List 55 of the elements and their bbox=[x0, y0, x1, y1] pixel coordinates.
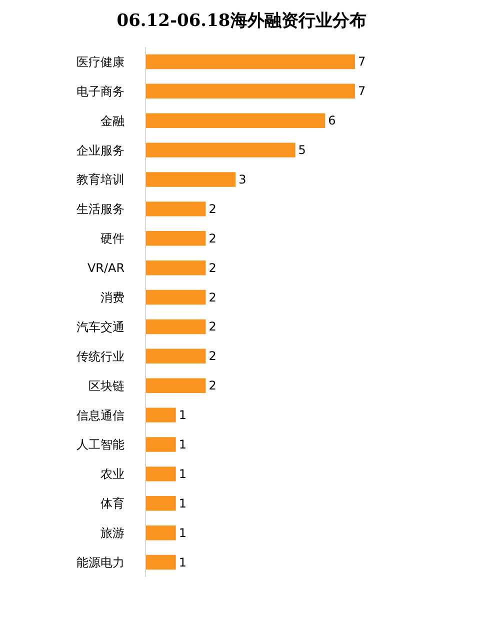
bar bbox=[146, 408, 176, 422]
y-tick-label: 企业服务 bbox=[76, 143, 125, 158]
data-label: 2 bbox=[208, 378, 216, 393]
data-label: 1 bbox=[178, 408, 186, 422]
data-label: 7 bbox=[358, 84, 366, 98]
bar bbox=[146, 172, 236, 187]
y-tick-label: 人工智能 bbox=[76, 438, 125, 452]
bar bbox=[146, 525, 176, 540]
data-label: 1 bbox=[178, 496, 186, 510]
y-tick-label: 农业 bbox=[100, 467, 125, 482]
y-tick-label: 旅游 bbox=[100, 526, 125, 540]
bar bbox=[146, 113, 326, 128]
y-tick-label: 能源电力 bbox=[76, 555, 125, 570]
data-label: 2 bbox=[208, 290, 216, 304]
y-tick-label: VR/AR bbox=[87, 261, 125, 276]
bar bbox=[146, 202, 206, 216]
data-label: 7 bbox=[358, 54, 366, 69]
y-tick-label: 消费 bbox=[100, 290, 125, 304]
y-tick-label: 生活服务 bbox=[76, 202, 125, 216]
bar bbox=[146, 260, 206, 276]
y-tick-label: 硬件 bbox=[100, 232, 125, 246]
data-label: 2 bbox=[208, 349, 216, 364]
y-tick-label: 汽车交通 bbox=[76, 320, 125, 334]
data-label: 1 bbox=[178, 555, 186, 570]
y-tick-label: 区块链 bbox=[88, 378, 125, 393]
bar bbox=[146, 496, 176, 511]
data-label: 3 bbox=[238, 172, 246, 186]
y-tick-label: 信息通信 bbox=[76, 408, 125, 422]
bar bbox=[146, 84, 355, 99]
bar bbox=[146, 554, 176, 570]
chart-title: 06.12-06.18海外融资行业分布 bbox=[116, 10, 366, 31]
bar bbox=[146, 378, 206, 393]
bar bbox=[146, 437, 176, 452]
data-label: 1 bbox=[178, 466, 186, 481]
y-tick-label: 电子商务 bbox=[76, 84, 125, 98]
bar bbox=[146, 466, 176, 482]
bar bbox=[146, 54, 355, 70]
data-label: 2 bbox=[208, 260, 216, 275]
bar bbox=[146, 290, 206, 305]
y-tick-label: 体育 bbox=[100, 496, 125, 511]
y-tick-label: 医疗健康 bbox=[76, 54, 125, 69]
bar bbox=[146, 348, 206, 364]
y-tick-label: 金融 bbox=[100, 114, 125, 128]
data-label: 2 bbox=[208, 202, 216, 216]
data-label: 2 bbox=[208, 320, 216, 334]
y-tick-label: 教育培训 bbox=[76, 172, 125, 187]
bar bbox=[146, 319, 206, 334]
data-label: 2 bbox=[208, 231, 216, 246]
y-tick-label: 传统行业 bbox=[76, 349, 125, 364]
data-label: 1 bbox=[178, 438, 186, 452]
data-label: 6 bbox=[328, 114, 336, 128]
bar bbox=[146, 231, 206, 246]
bar bbox=[146, 142, 296, 158]
data-label: 5 bbox=[298, 143, 306, 158]
data-label: 1 bbox=[178, 526, 186, 540]
